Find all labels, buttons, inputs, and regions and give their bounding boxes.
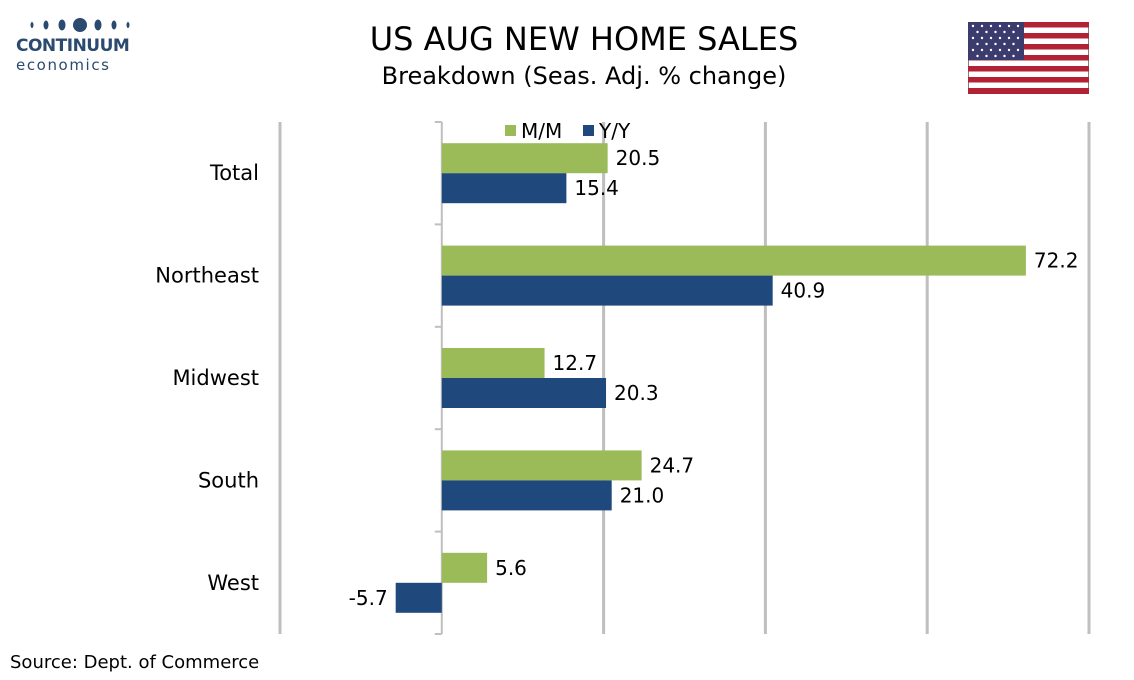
- legend-label: M/M: [521, 119, 562, 143]
- bar-yy: [441, 480, 612, 511]
- bar-mm: [441, 348, 545, 378]
- bar-mm: [441, 450, 642, 481]
- logo-dots-icon: [30, 18, 130, 32]
- data-label: 5.6: [495, 556, 527, 580]
- us-flag-icon: [968, 22, 1089, 94]
- legend-label: Y/Y: [598, 119, 631, 143]
- continuum-logo: CONTINUUM economics: [14, 14, 134, 74]
- category-label: West: [207, 571, 259, 595]
- data-label: 72.2: [1034, 249, 1079, 273]
- data-label: -5.7: [349, 586, 388, 610]
- logo-sub: economics: [16, 56, 111, 74]
- category-label: Total: [209, 161, 259, 185]
- data-label: 20.5: [616, 146, 661, 170]
- source-note: Source: Dept. of Commerce: [10, 652, 260, 673]
- bar-mm: [441, 245, 1026, 276]
- chart-title: US AUG NEW HOME SALES: [369, 20, 799, 58]
- bar-mm: [441, 143, 608, 174]
- bar-yy: [441, 378, 607, 408]
- chart-subtitle: Breakdown (Seas. Adj. % change): [381, 62, 787, 90]
- category-label: Northeast: [155, 264, 259, 288]
- bar-yy: [395, 582, 442, 613]
- data-label: 20.3: [614, 381, 659, 405]
- data-label: 15.4: [574, 176, 619, 200]
- bar-yy: [441, 275, 773, 306]
- bar-yy: [441, 173, 567, 204]
- legend-swatch: [583, 125, 594, 136]
- category-label: Midwest: [172, 366, 259, 390]
- data-label: 40.9: [781, 279, 826, 303]
- legend-swatch: [505, 125, 516, 136]
- data-label: 24.7: [650, 453, 695, 477]
- category-label: South: [198, 468, 259, 492]
- logo-word: CONTINUUM: [16, 36, 130, 56]
- bar-mm: [441, 552, 488, 583]
- data-label: 12.7: [553, 351, 598, 375]
- data-label: 21.0: [620, 483, 665, 507]
